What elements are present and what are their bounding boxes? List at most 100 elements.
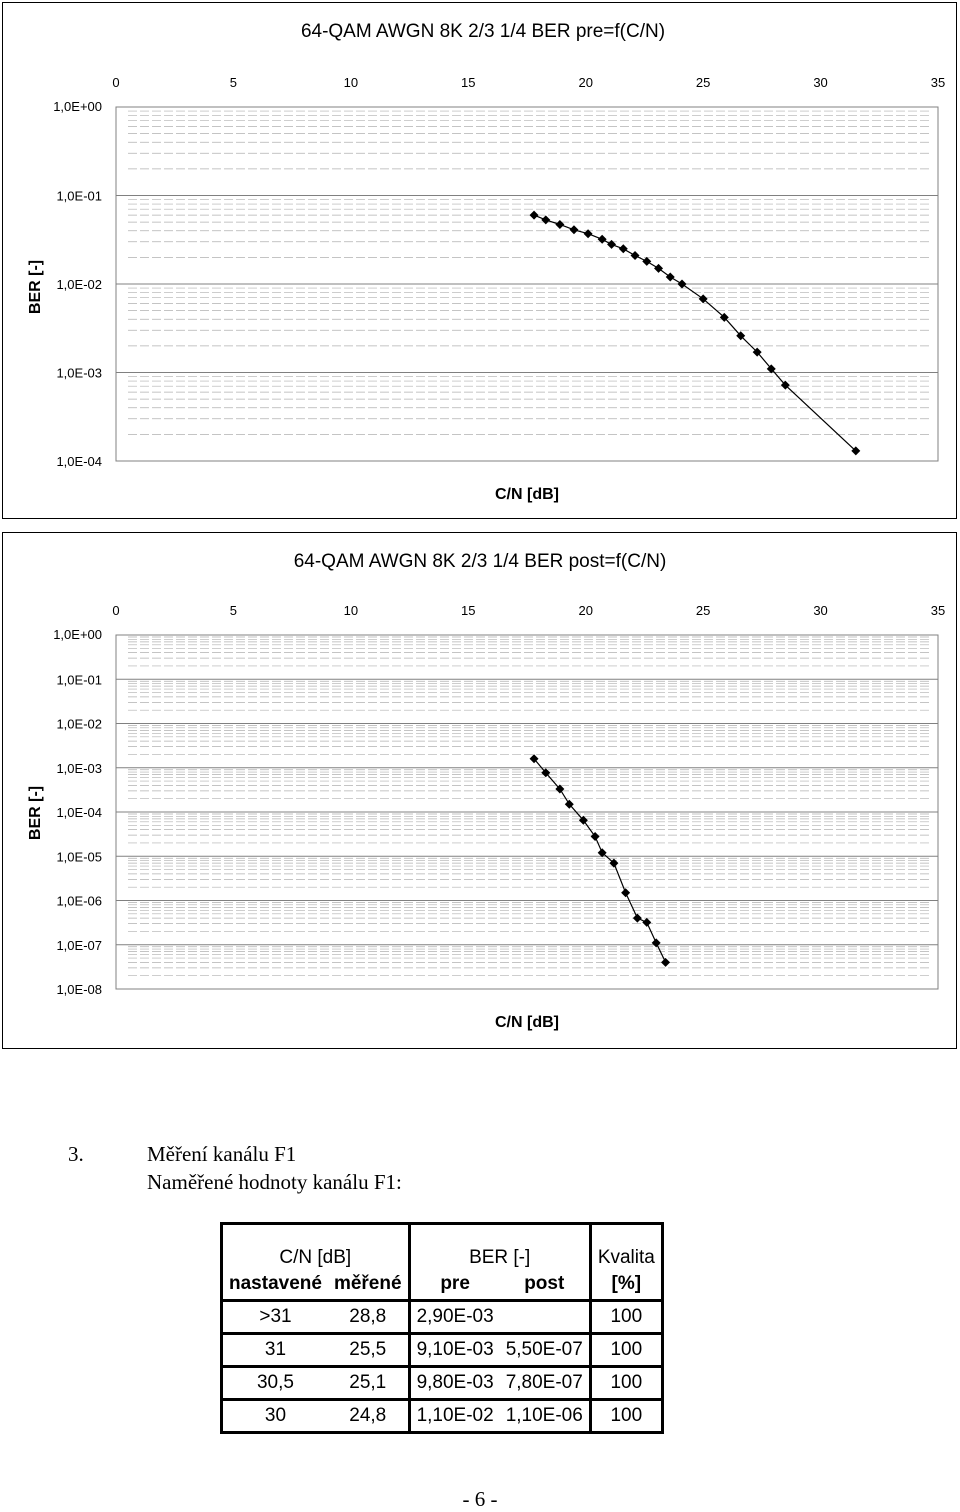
y-tick-label: 1,0E-02 <box>56 277 102 292</box>
data-point-marker <box>555 220 565 230</box>
data-point-marker <box>651 938 661 948</box>
x-tick-label: 20 <box>578 603 592 618</box>
table-cell: 9,10E-03 <box>416 1339 494 1360</box>
x-tick-label: 10 <box>344 603 358 618</box>
table-header-row: C/N [dB] BER [-] Kvalita <box>221 1223 663 1269</box>
table-cell: 25,5 <box>327 1333 411 1367</box>
y-tick-label: 1,0E-01 <box>56 189 102 204</box>
y-axis-label: BER [-] <box>27 786 44 840</box>
table-cell: 28,8 <box>327 1300 411 1334</box>
section-title: Měření kanálu F1 <box>147 1142 297 1166</box>
header-cn: C/N [dB] <box>221 1223 411 1269</box>
x-tick-label: 25 <box>696 75 710 90</box>
y-tick-label: 1,0E-04 <box>56 805 102 820</box>
data-point-marker <box>654 263 664 273</box>
table-cell: 7,80E-07 <box>499 1366 592 1400</box>
x-tick-label: 35 <box>931 603 945 618</box>
data-point-marker <box>607 239 617 249</box>
table-subheader-row: nastavené měřené pre post [%] <box>221 1269 663 1301</box>
table-row: 30,5 25,1 9,80E-03 7,80E-07 100 <box>221 1366 663 1400</box>
y-tick-label: 1,0E-02 <box>56 717 102 732</box>
data-point-marker <box>630 250 640 260</box>
table-cell: 1,10E-06 <box>499 1399 592 1433</box>
x-tick-label: 10 <box>344 75 358 90</box>
data-point-marker <box>569 225 579 235</box>
subheader-measured: měřené <box>327 1269 411 1301</box>
data-point-marker <box>621 888 631 898</box>
x-tick-label: 5 <box>230 75 237 90</box>
chart-ber-post: 64-QAM AWGN 8K 2/3 1/4 BER post=f(C/N) C… <box>2 532 957 1049</box>
data-point-marker <box>719 312 729 322</box>
table-cell: 100 <box>610 1306 643 1327</box>
table-cell: 2,90E-03 <box>416 1306 494 1327</box>
data-point-marker <box>609 858 619 868</box>
chart-ber-pre: 64-QAM AWGN 8K 2/3 1/4 BER pre=f(C/N) C/… <box>2 2 957 519</box>
x-tick-label: 5 <box>230 603 237 618</box>
data-point-marker <box>529 210 539 220</box>
table-cell: 9,80E-03 <box>416 1372 494 1393</box>
y-axis-label: BER [-] <box>27 260 44 314</box>
data-point-marker <box>752 347 762 357</box>
table-cell: 30,5 <box>256 1372 294 1393</box>
subheader-percent: [%] <box>611 1273 642 1294</box>
data-point-marker <box>541 215 551 225</box>
table-cell: 25,1 <box>327 1366 411 1400</box>
y-tick-label: 1,0E-03 <box>56 761 102 776</box>
x-axis-label: C/N [dB] <box>495 1014 559 1031</box>
x-tick-label: 0 <box>112 603 119 618</box>
data-point-marker <box>529 754 539 764</box>
y-tick-label: 1,0E-04 <box>56 454 102 469</box>
page-number: - 6 - <box>462 1487 498 1511</box>
data-point-marker <box>677 279 687 289</box>
section-subtitle: Naměřené hodnoty kanálu F1: <box>147 1170 402 1194</box>
y-tick-label: 1,0E+00 <box>53 627 102 642</box>
y-tick-label: 1,0E+00 <box>53 99 102 114</box>
table-cell: 5,50E-07 <box>499 1333 592 1367</box>
x-tick-label: 35 <box>931 75 945 90</box>
x-tick-label: 0 <box>112 75 119 90</box>
data-point-marker <box>661 957 671 967</box>
data-point-marker <box>766 364 776 374</box>
chart-ber-post-svg: 64-QAM AWGN 8K 2/3 1/4 BER post=f(C/N) C… <box>27 551 945 1031</box>
chart-title: 64-QAM AWGN 8K 2/3 1/4 BER post=f(C/N) <box>294 551 667 572</box>
table-row: >31 28,8 2,90E-03 100 <box>221 1300 663 1334</box>
y-tick-label: 1,0E-01 <box>56 672 102 687</box>
table-cell: 100 <box>610 1339 643 1360</box>
data-point-marker <box>555 784 565 794</box>
y-tick-label: 1,0E-06 <box>56 894 102 909</box>
header-quality: Kvalita <box>597 1247 655 1268</box>
data-point-marker <box>736 331 746 341</box>
table-cell: >31 <box>259 1306 292 1327</box>
subheader-pre: pre <box>440 1273 470 1294</box>
x-axis-label: C/N [dB] <box>495 486 559 503</box>
table-row: 30 24,8 1,10E-02 1,10E-06 100 <box>221 1399 663 1433</box>
x-tick-label: 30 <box>813 75 827 90</box>
section-number: 3. <box>68 1142 84 1166</box>
data-point-marker <box>632 913 642 923</box>
data-point-marker <box>780 380 790 390</box>
table-cell: 24,8 <box>327 1399 411 1433</box>
table-cell: 31 <box>264 1339 287 1360</box>
y-tick-label: 1,0E-07 <box>56 938 102 953</box>
table-cell: 1,10E-02 <box>416 1405 494 1426</box>
subheader-post: post <box>499 1269 592 1301</box>
chart-ber-pre-svg: 64-QAM AWGN 8K 2/3 1/4 BER pre=f(C/N) C/… <box>27 21 945 503</box>
data-point-marker <box>583 229 593 239</box>
data-point-marker <box>597 234 607 244</box>
subheader-set: nastavené <box>229 1273 322 1294</box>
table-cell: 100 <box>610 1405 643 1426</box>
x-tick-label: 15 <box>461 603 475 618</box>
data-point-marker <box>578 815 588 825</box>
data-point-marker <box>642 256 652 266</box>
chart-title: 64-QAM AWGN 8K 2/3 1/4 BER pre=f(C/N) <box>301 21 665 42</box>
data-point-marker <box>541 768 551 778</box>
y-tick-label: 1,0E-03 <box>56 366 102 381</box>
x-tick-label: 30 <box>813 603 827 618</box>
data-point-marker <box>642 917 652 927</box>
data-point-marker <box>597 848 607 858</box>
x-tick-label: 15 <box>461 75 475 90</box>
data-point-marker <box>698 294 708 304</box>
data-point-marker <box>590 831 600 841</box>
x-tick-label: 20 <box>578 75 592 90</box>
data-point-marker <box>851 446 861 456</box>
